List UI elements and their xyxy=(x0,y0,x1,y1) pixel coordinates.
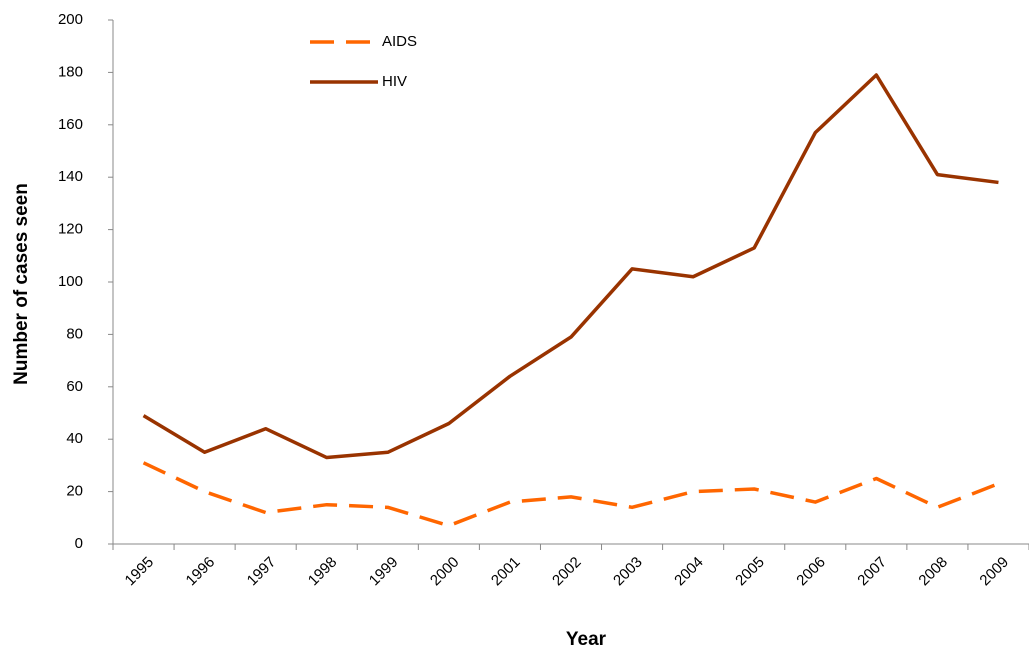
x-tick-label: 2000 xyxy=(427,554,463,590)
y-tick-label: 60 xyxy=(66,378,83,395)
x-tick-label: 1997 xyxy=(244,554,280,590)
series-line xyxy=(142,73,999,460)
y-tick-label: 80 xyxy=(66,325,83,342)
series-line xyxy=(142,461,1000,528)
y-tick-label: 40 xyxy=(66,430,83,447)
x-tick-label: 2001 xyxy=(488,554,524,590)
x-tick-label: 2003 xyxy=(610,554,646,590)
x-tick-label: 1995 xyxy=(122,554,158,590)
y-tick-label: 0 xyxy=(75,535,83,552)
x-axis-label: Year xyxy=(566,629,607,650)
y-tick-label: 20 xyxy=(66,483,83,500)
y-tick-label: 120 xyxy=(58,221,83,238)
x-tick-label: 2007 xyxy=(854,554,890,590)
y-tick-label: 160 xyxy=(58,116,83,133)
legend-label: HIV xyxy=(382,73,407,90)
y-tick-label: 180 xyxy=(58,63,83,80)
legend-label: AIDS xyxy=(382,33,417,50)
x-tick-label: 1998 xyxy=(305,554,341,590)
x-tick-label: 1999 xyxy=(366,554,402,590)
x-tick-label: 2008 xyxy=(915,554,951,590)
x-tick-label: 2005 xyxy=(732,554,768,590)
x-tick-label: 2006 xyxy=(793,554,829,590)
x-tick-label: 1996 xyxy=(183,554,219,590)
y-tick-label: 200 xyxy=(58,11,83,28)
x-tick-label: 2004 xyxy=(671,554,707,590)
y-axis-label: Number of cases seen xyxy=(11,183,32,385)
x-tick-label: 2002 xyxy=(549,554,585,590)
x-tick-label: 2009 xyxy=(976,554,1012,590)
y-tick-label: 100 xyxy=(58,273,83,290)
y-tick-label: 140 xyxy=(58,168,83,185)
